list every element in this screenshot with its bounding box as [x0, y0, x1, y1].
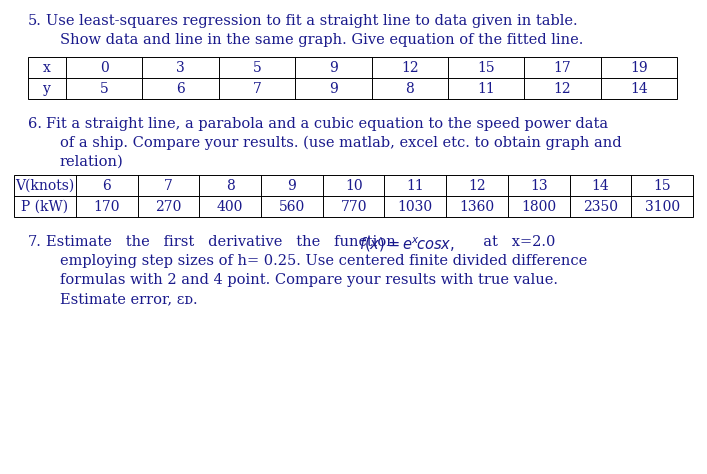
Text: 3100: 3100 — [645, 200, 679, 213]
Text: at   x=2.0: at x=2.0 — [474, 235, 556, 249]
Text: 12: 12 — [554, 82, 571, 95]
Text: of a ship. Compare your results. (use matlab, excel etc. to obtain graph and: of a ship. Compare your results. (use ma… — [60, 136, 621, 150]
Text: employing step sizes of h= 0.25. Use centered finite divided difference: employing step sizes of h= 0.25. Use cen… — [60, 254, 588, 268]
Text: 7: 7 — [252, 82, 262, 95]
Text: 1360: 1360 — [460, 200, 495, 213]
Text: Show data and line in the same graph. Give equation of the fitted line.: Show data and line in the same graph. Gi… — [60, 33, 583, 47]
Text: 6: 6 — [176, 82, 185, 95]
Text: 6: 6 — [103, 179, 111, 192]
Text: 7: 7 — [164, 179, 173, 192]
Text: 15: 15 — [477, 61, 495, 74]
Text: P (kW): P (kW) — [21, 200, 69, 213]
Text: Estimate error, εᴅ.: Estimate error, εᴅ. — [60, 292, 198, 306]
Text: 170: 170 — [93, 200, 120, 213]
Text: 2350: 2350 — [583, 200, 618, 213]
Text: 6.: 6. — [28, 117, 42, 131]
Text: 9: 9 — [329, 61, 338, 74]
Text: 9: 9 — [329, 82, 338, 95]
Text: 8: 8 — [405, 82, 414, 95]
Text: 3: 3 — [176, 61, 185, 74]
Text: V(knots): V(knots) — [16, 179, 75, 192]
Text: 12: 12 — [468, 179, 486, 192]
Text: Use least-squares regression to fit a straight line to data given in table.: Use least-squares regression to fit a st… — [46, 14, 578, 28]
Text: 770: 770 — [340, 200, 367, 213]
Text: 1800: 1800 — [521, 200, 556, 213]
Text: 11: 11 — [477, 82, 495, 95]
Text: Fit a straight line, a parabola and a cubic equation to the speed power data: Fit a straight line, a parabola and a cu… — [46, 117, 608, 131]
Text: 13: 13 — [530, 179, 547, 192]
Text: x: x — [43, 61, 51, 74]
Text: 11: 11 — [407, 179, 424, 192]
Text: 0: 0 — [100, 61, 109, 74]
Text: 400: 400 — [217, 200, 243, 213]
Text: 7.: 7. — [28, 235, 42, 249]
Text: 1030: 1030 — [398, 200, 433, 213]
Text: 10: 10 — [345, 179, 363, 192]
Text: $f(x) = e^x\!cosx,$: $f(x) = e^x\!cosx,$ — [359, 235, 455, 254]
Text: 12: 12 — [401, 61, 419, 74]
Text: 19: 19 — [630, 61, 648, 74]
Bar — [14, 175, 693, 217]
Text: 5: 5 — [100, 82, 109, 95]
Text: 560: 560 — [279, 200, 305, 213]
Text: Estimate   the   first   derivative   the   function: Estimate the first derivative the functi… — [46, 235, 400, 249]
Text: 8: 8 — [226, 179, 235, 192]
Text: 15: 15 — [653, 179, 671, 192]
Text: relation): relation) — [60, 155, 124, 169]
Text: 270: 270 — [156, 200, 182, 213]
Text: 14: 14 — [592, 179, 609, 192]
Text: 14: 14 — [630, 82, 648, 95]
Text: 9: 9 — [288, 179, 296, 192]
Text: 17: 17 — [554, 61, 571, 74]
Text: y: y — [43, 82, 51, 95]
Text: formulas with 2 and 4 point. Compare your results with true value.: formulas with 2 and 4 point. Compare you… — [60, 273, 558, 287]
Text: 5: 5 — [252, 61, 262, 74]
Bar — [28, 57, 677, 99]
Text: 5.: 5. — [28, 14, 42, 28]
